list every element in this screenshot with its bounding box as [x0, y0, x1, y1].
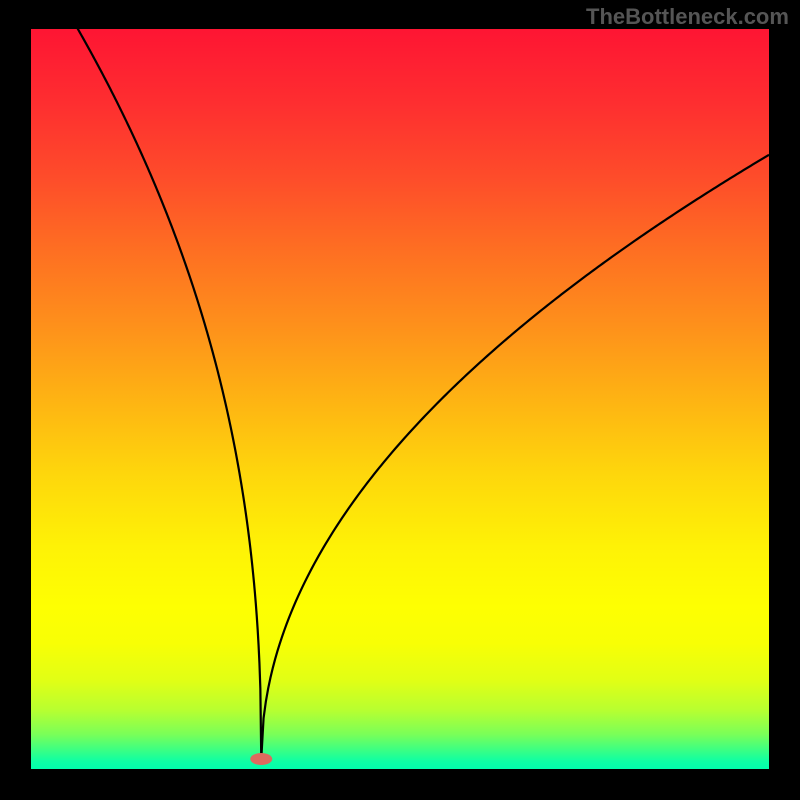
bottleneck-chart [0, 0, 800, 800]
plot-background [31, 29, 769, 769]
optimal-marker [250, 753, 272, 765]
watermark-text: TheBottleneck.com [586, 4, 789, 30]
